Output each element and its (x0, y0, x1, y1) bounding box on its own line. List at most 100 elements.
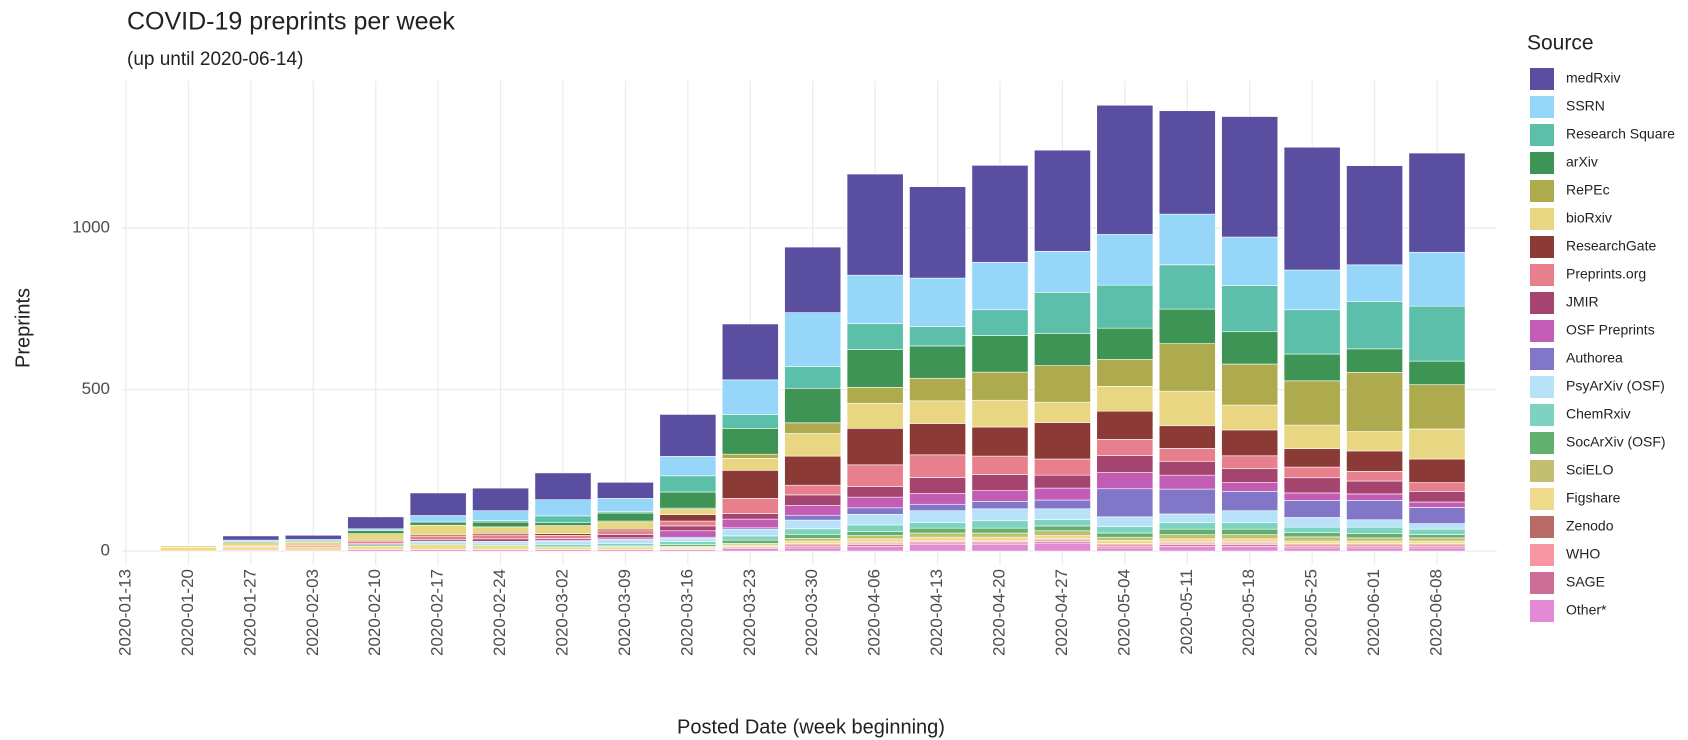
legend-swatch (1530, 376, 1554, 398)
bar-segment (1346, 480, 1403, 495)
bar-segment (971, 532, 1029, 538)
bar-segment (721, 323, 779, 381)
bar-segment (1283, 380, 1341, 426)
bar-segment (1408, 428, 1466, 460)
bar-segment (1408, 152, 1466, 253)
legend-label: ChemRxiv (1566, 406, 1631, 422)
bar-segment (534, 534, 592, 539)
x-tick-label: 2020-03-30 (802, 569, 821, 656)
bar-segment (846, 464, 904, 487)
bar-segment (1034, 519, 1091, 527)
bar-segment (721, 428, 779, 455)
bar-segment (1034, 499, 1091, 510)
x-tick-label: 2020-05-11 (1177, 569, 1196, 655)
bar-segment (1221, 522, 1279, 530)
bar-segment (1221, 482, 1279, 492)
bar-segment (347, 533, 405, 541)
bar-segment (1283, 540, 1341, 544)
bar-segment (1096, 516, 1154, 527)
bar-segment (1221, 538, 1279, 543)
bar-segment (659, 514, 717, 522)
bar-segment (1408, 507, 1466, 524)
bar-segment (784, 514, 842, 521)
bar-segment (1158, 390, 1216, 427)
legend-swatch (1530, 572, 1554, 594)
bar-segment (909, 186, 966, 279)
bar-segment (846, 531, 904, 536)
bar-segment (971, 520, 1029, 529)
bar-segment (784, 312, 842, 367)
x-tick-label: 2020-02-24 (490, 569, 509, 656)
bar-segment (909, 477, 966, 494)
bar-segment (1096, 455, 1154, 473)
bar-segment (659, 520, 717, 527)
bar-segment (409, 515, 467, 523)
bar-segment (1346, 264, 1403, 302)
bar-segment (1158, 534, 1216, 540)
bar-segment (909, 544, 966, 552)
bar-segment (1283, 269, 1341, 311)
bar-segment (1221, 363, 1279, 406)
bar-segment (534, 515, 592, 523)
legend-swatch (1530, 96, 1554, 118)
legend-label: RePEc (1566, 182, 1610, 198)
x-tick-label: 2020-05-04 (1114, 569, 1133, 656)
bar-segment (1408, 458, 1466, 483)
bar-segment (846, 349, 904, 388)
chart-title: COVID-19 preprints per week (127, 8, 455, 36)
bar-segment (909, 345, 966, 379)
bar-segment (1346, 493, 1403, 501)
bar-segment (1408, 537, 1466, 542)
bar-segment (1158, 528, 1216, 535)
bar-segment (909, 423, 966, 456)
bar-segment (1034, 250, 1091, 293)
bar-segment (1158, 213, 1216, 266)
bar-segment (347, 516, 405, 530)
bar-segment (1346, 471, 1403, 482)
bar-segment (971, 544, 1029, 552)
bar-segment (721, 535, 779, 541)
legend-swatch (1530, 208, 1554, 230)
bar-segment (1034, 149, 1091, 252)
legend-label: JMIR (1566, 294, 1599, 310)
bar-segment (846, 173, 904, 276)
bar-segment (846, 524, 904, 532)
x-tick-label: 2020-04-20 (989, 569, 1008, 656)
bar-segment (1158, 474, 1216, 490)
legend-label: WHO (1566, 546, 1600, 562)
bar-segment (1283, 448, 1341, 468)
bar-segment (1096, 234, 1154, 286)
y-tick-label: 0 (101, 541, 110, 560)
bar-segment (597, 543, 654, 547)
bar-segment (1408, 360, 1466, 386)
legend-swatch (1530, 404, 1554, 426)
bar-segment (784, 540, 842, 544)
bar-segment (160, 546, 217, 552)
bar-segment (721, 539, 779, 544)
legend-label: bioRxiv (1566, 210, 1612, 226)
bar-segment (597, 512, 654, 522)
bar-segment (1158, 522, 1216, 530)
bar-segment (1096, 386, 1154, 412)
legend-swatch (1530, 460, 1554, 482)
bar-segment (846, 513, 904, 526)
x-tick-label: 2020-06-01 (1364, 569, 1383, 656)
bar-segment (1283, 532, 1341, 538)
bar-segment (1346, 540, 1403, 544)
bar-segment (1034, 401, 1091, 423)
bar-segment (1034, 535, 1091, 540)
bar-segment (909, 326, 966, 347)
bar-segment (1034, 525, 1091, 532)
x-tick-label: 2020-04-27 (1052, 569, 1071, 656)
bar-segment (1096, 439, 1154, 456)
bar-segment (1408, 501, 1466, 508)
legend-label: medRxiv (1566, 70, 1620, 86)
bar-segment (409, 544, 467, 550)
bar-segment (284, 534, 342, 540)
bar-segment (1096, 359, 1154, 387)
bar-segment (721, 513, 779, 520)
bar-segment (721, 458, 779, 471)
x-axis-label: Posted Date (week beginning) (677, 716, 945, 738)
bar-segment (1283, 547, 1341, 552)
bar-segment (784, 422, 842, 434)
